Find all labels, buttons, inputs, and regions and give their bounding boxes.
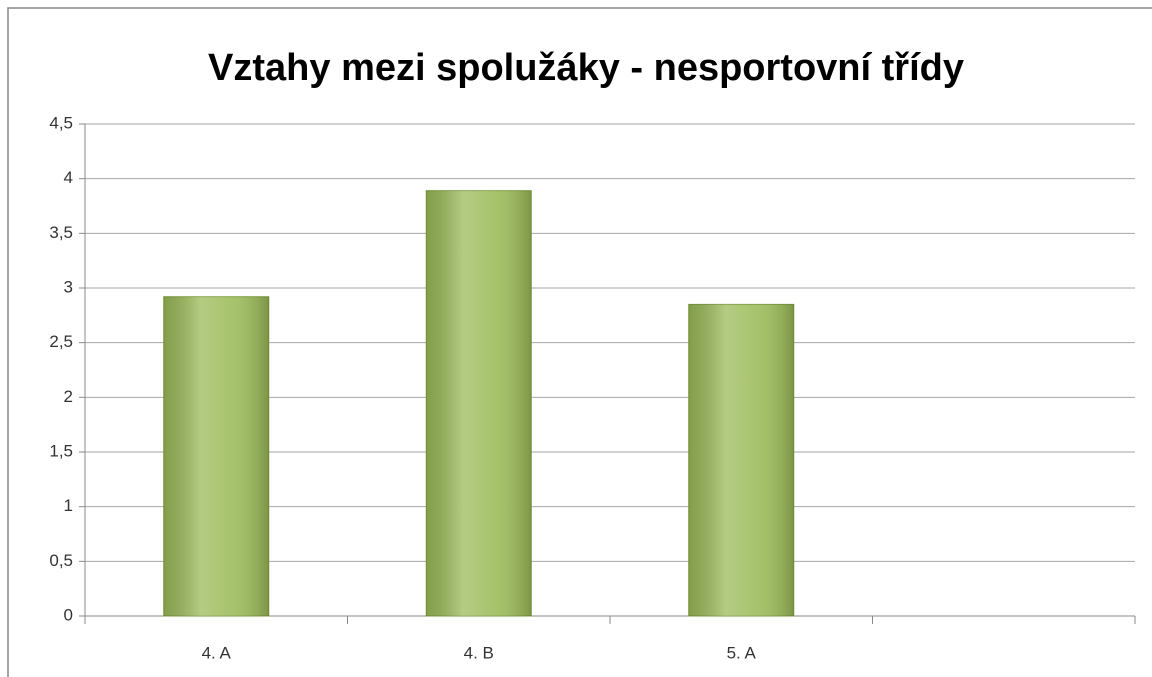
y-tick-label: 1 — [64, 496, 73, 515]
x-tick-label: 4. B — [464, 643, 494, 662]
y-tick-label: 0,5 — [49, 551, 73, 570]
y-tick-label: 3 — [64, 277, 73, 296]
y-tick-label: 2 — [64, 387, 73, 406]
x-tick-label: 5. A — [727, 643, 757, 662]
y-tick-label: 1,5 — [49, 441, 73, 460]
y-tick-label: 4,5 — [49, 113, 73, 132]
x-tick-label: 4. A — [202, 643, 232, 662]
y-tick-label: 0 — [64, 605, 73, 624]
chart-title: Vztahy mezi spolužáky - nesportovní tříd… — [208, 47, 964, 89]
y-tick-label: 3,5 — [49, 223, 73, 242]
bar-shine — [688, 304, 794, 616]
bar-shine — [426, 190, 532, 616]
bar-shine — [163, 296, 269, 616]
y-tick-label: 2,5 — [49, 332, 73, 351]
y-tick-label: 4 — [64, 168, 73, 187]
